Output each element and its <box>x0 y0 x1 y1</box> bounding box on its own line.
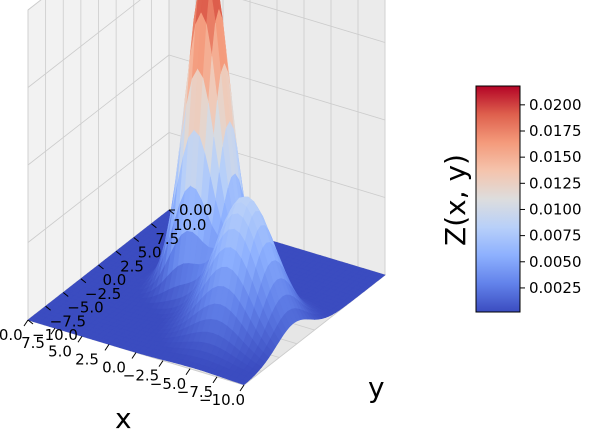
colorbar-ticks: 0.0025 0.0050 0.0075 0.0100 0.0125 0.0150 0.01… <box>520 96 582 297</box>
grid-line <box>27 132 170 243</box>
surface-facet <box>238 379 249 386</box>
y-tick-label: 5.0 <box>138 244 162 262</box>
colorbar-label: Z(x, y) <box>439 154 472 246</box>
y-tick-label: −5.0 <box>67 299 103 317</box>
grid-line <box>242 0 386 43</box>
y-tick-label: −7.5 <box>50 312 86 330</box>
y-tick-mark <box>62 292 69 297</box>
x-axis-label: x <box>115 402 132 435</box>
colorbar-gradient <box>475 85 521 313</box>
colorbar: 0.0025 0.0050 0.0075 0.0100 0.0125 0.0150 0.01… <box>439 85 582 313</box>
axis-ticks: −10.0−7.5−5.0−2.50.02.55.07.510.0−10.0−7… <box>0 201 245 409</box>
y-tick-mark <box>80 278 87 284</box>
colorbar-tick-label: 0.0150 <box>529 148 582 166</box>
x-tick-label: 10.0 <box>0 326 23 344</box>
x-tick-mark <box>23 319 29 327</box>
x-tick-mark <box>212 376 218 384</box>
y-tick-label: 0.0 <box>103 271 127 289</box>
x-tick-label: −10.0 <box>199 391 245 409</box>
x-tick-mark <box>158 360 164 367</box>
y-tick-mark <box>98 264 104 270</box>
y-tick-mark <box>133 237 140 242</box>
y-axis-label: y <box>368 371 385 404</box>
x-tick-label: −2.5 <box>123 367 159 385</box>
x-tick-mark <box>185 368 191 376</box>
z-tick-label: 0.00 <box>179 201 212 219</box>
x-tick-label: 0.0 <box>102 359 126 377</box>
x-tick-mark <box>50 327 56 335</box>
y-tick-label: 2.5 <box>120 257 144 275</box>
y-tick-mark <box>45 305 51 311</box>
y-tick-label: −2.5 <box>85 285 121 303</box>
colorbar-tick-label: 0.0175 <box>529 122 582 140</box>
y-tick-mark <box>115 250 122 256</box>
grid-line <box>27 54 170 166</box>
x-tick-label: 7.5 <box>21 334 45 352</box>
x-tick-label: −7.5 <box>177 383 213 401</box>
x-tick-label: −5.0 <box>150 375 186 393</box>
surface-mesh <box>27 0 386 386</box>
colorbar-tick-label: 0.0025 <box>529 279 582 297</box>
x-tick-mark <box>131 352 137 359</box>
y-tick-label: 10.0 <box>173 216 206 234</box>
x-tick-label: 5.0 <box>48 342 72 360</box>
colorbar-tick-label: 0.0050 <box>529 253 582 271</box>
colorbar-tick-label: 0.0200 <box>529 96 582 114</box>
y-tick-mark <box>151 223 157 229</box>
colorbar-tick-label: 0.0075 <box>529 227 582 245</box>
y-tick-mark <box>168 209 175 215</box>
colorbar-tick-label: 0.0125 <box>529 174 582 192</box>
x-tick-mark <box>239 384 245 392</box>
x-tick-mark <box>104 344 110 351</box>
y-tick-mark <box>27 319 34 325</box>
x-tick-mark <box>77 335 83 343</box>
y-tick-label: 7.5 <box>155 230 179 248</box>
y-tick-label: −10.0 <box>32 326 78 344</box>
x-tick-label: 2.5 <box>75 350 99 368</box>
colorbar-tick-label: 0.0100 <box>529 200 582 218</box>
grid-line <box>27 0 141 88</box>
